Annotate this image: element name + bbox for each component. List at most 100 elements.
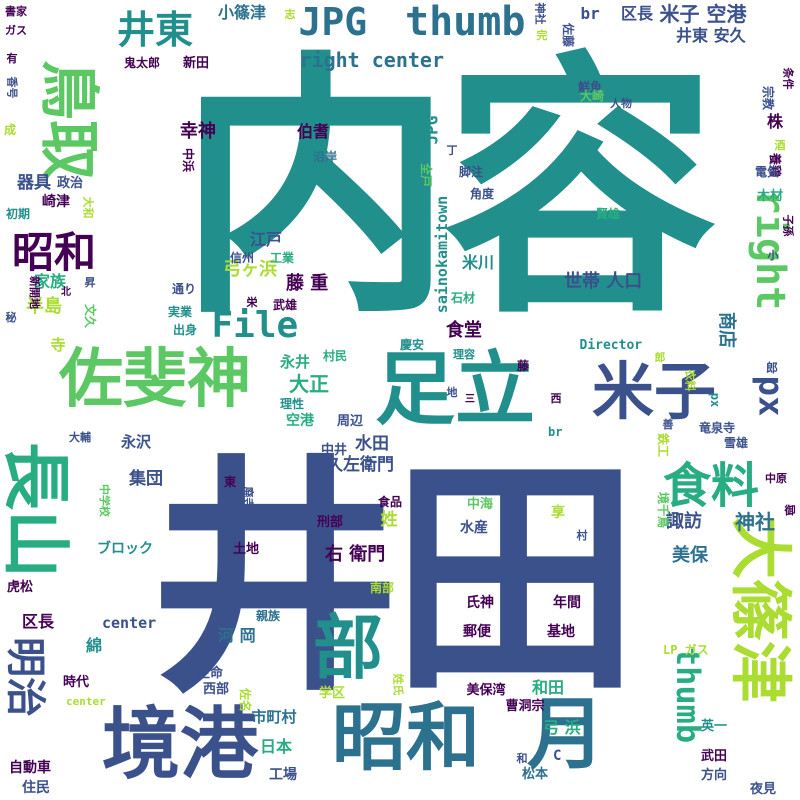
word-nakai: 中井: [321, 442, 348, 458]
word-riyou: 理容: [453, 347, 475, 361]
word-toori: 通り: [172, 282, 197, 296]
word-sei: 姓: [380, 509, 398, 530]
word-zen: 善: [662, 417, 674, 431]
word-shokudou: 食堂: [446, 320, 482, 341]
word-rou-a: 郎: [654, 350, 666, 364]
word-px-small: px: [708, 392, 723, 408]
word-center-small: center: [66, 694, 106, 708]
word-uemon: 右 衛門: [325, 544, 386, 565]
word-kyakuchuu: 脚注: [459, 165, 484, 179]
word-rou-b: 郎: [766, 361, 779, 375]
word-matsumoto: 松本: [522, 766, 549, 782]
word-hantou: 半島: [26, 296, 62, 317]
word-sakae: 栄: [246, 295, 258, 309]
word-sonmin: 村民: [323, 349, 348, 363]
word-nenkan: 年間: [553, 595, 581, 611]
word-sana: 佐名: [238, 687, 253, 713]
word-nagayama: 長山: [0, 441, 75, 579]
word-shusshin: 出身: [173, 323, 198, 337]
word-thumb-top: thumb: [405, 0, 526, 45]
word-sainokamitown: sainokamitown: [432, 195, 451, 313]
word-suiden: 水田: [355, 433, 389, 454]
word-higashi: 東: [224, 475, 237, 489]
word-jinbutsu: 人物: [610, 96, 632, 110]
word-takeo: 武雄: [273, 298, 298, 312]
word-denki: 電気: [755, 165, 780, 179]
word-mokuzai: 木材: [757, 188, 784, 204]
word-kakudo: 角度: [470, 187, 495, 201]
word-juumin: 住民: [22, 780, 50, 796]
word-itou-ankyu: 井東 安久: [676, 26, 746, 45]
word-kigu: 器具: [17, 172, 51, 193]
word-shoki: 初期: [6, 207, 31, 221]
word-keian: 慶安: [400, 338, 425, 352]
word-showa-bottom: 昭和: [332, 695, 480, 781]
word-kyuuzaemon: 久左衛門: [326, 454, 394, 475]
word-adachi: 足立: [375, 343, 535, 436]
word-c: C: [553, 748, 562, 764]
word-yuu: 有: [6, 51, 18, 65]
word-tera: 寺: [50, 335, 66, 354]
word-hi: 秘: [5, 310, 17, 324]
word-miho: 美保: [672, 545, 708, 566]
word-kitarou: 鬼太郎: [124, 56, 161, 70]
word-saifukami: 佐斐神: [59, 343, 251, 417]
word-iryou: 衣料: [683, 369, 697, 391]
word-bu: 部: [313, 607, 383, 689]
word-kan: 完: [536, 28, 548, 42]
word-risei: 理性: [280, 397, 305, 411]
word-gakku: 学区: [319, 685, 346, 701]
word-br-top: br: [580, 4, 600, 23]
word-saijin: 幸神: [180, 121, 216, 142]
word-seibu: 西部: [203, 681, 230, 697]
word-seiji: 政治: [57, 175, 84, 191]
word-jinja: 神社: [735, 510, 775, 534]
word-haiji: 廃寺: [241, 486, 255, 508]
word-oosaki: 大崎: [580, 89, 605, 103]
word-go: 御: [784, 503, 796, 517]
word-koujou: 工場: [269, 767, 297, 783]
word-tsuki: 月: [527, 690, 606, 780]
word-yumigahama: 弓ヶ浜: [223, 259, 277, 280]
word-nihon: 日本: [260, 737, 293, 756]
word-nanbu: 南部: [370, 581, 395, 595]
word-shuuhen: 周辺: [337, 413, 364, 429]
word-mihowan: 美保湾: [466, 682, 506, 698]
word-kawaoka: 河 岡: [218, 626, 256, 645]
word-nishi: 西: [550, 391, 562, 405]
word-seishi: 姓氏: [391, 673, 405, 695]
word-jouken: 条件: [781, 67, 795, 89]
word-showa-left: 昭和: [12, 228, 97, 277]
word-engan: 沿岸: [313, 150, 338, 164]
word-sei-narl: 成: [4, 123, 17, 137]
word-kokorozashi: 志: [284, 7, 296, 21]
word-kazoku: 家族: [34, 272, 67, 291]
word-suwa: 諏訪: [666, 511, 702, 532]
word-nagai: 永井: [280, 352, 311, 371]
word-tochi: 土地: [233, 541, 260, 557]
word-oshinozu: 大篠津: [724, 516, 798, 704]
word-suisan: 水産: [460, 520, 488, 536]
word-nakahama: 中浜: [181, 147, 196, 173]
word-lp-gas: LP ガス: [663, 643, 709, 657]
word-zenko: 全戸: [419, 162, 434, 188]
word-kougyou: 工業: [270, 251, 295, 265]
word-taishou: 大正: [289, 372, 329, 396]
word-houkou: 方向: [701, 767, 728, 783]
word-file: File: [211, 305, 299, 346]
word-shoka: 書家: [5, 4, 27, 18]
word-yamato: 大和: [81, 196, 95, 218]
word-naiyou: 内容: [178, 29, 718, 350]
word-fuji: 藤: [517, 359, 530, 373]
word-director: Director: [579, 337, 643, 353]
word-ujigami: 氏神: [466, 595, 494, 611]
word-setai: 世帯 人口: [564, 271, 643, 292]
word-takeda: 武田: [701, 748, 728, 764]
word-shinzoku: 親族: [256, 609, 281, 623]
word-shinkaichi: 新開地: [27, 275, 41, 309]
word-chi: 地: [446, 385, 458, 399]
word-yomi: 夜見: [750, 781, 777, 797]
word-wata: 綿: [86, 636, 103, 655]
word-shouten: 商店: [716, 312, 737, 348]
